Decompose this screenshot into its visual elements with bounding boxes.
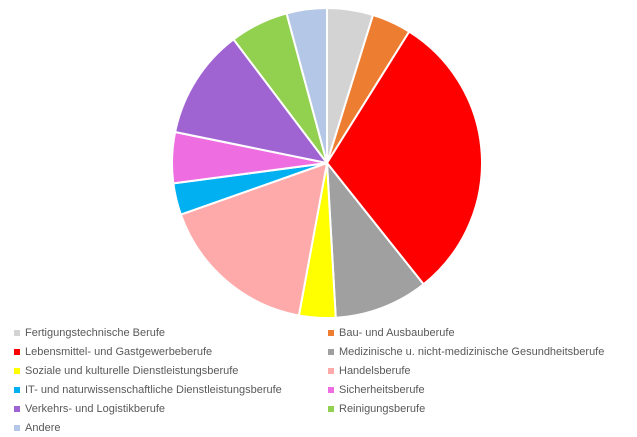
legend-swatch [328, 405, 334, 412]
legend-item: IT- und naturwissenschaftliche Dienstlei… [14, 380, 328, 399]
legend-label: Fertigungstechnische Berufe [25, 326, 166, 339]
legend-swatch [328, 348, 334, 355]
legend-swatch [14, 424, 20, 431]
legend-swatch [328, 367, 334, 374]
legend-item: Fertigungstechnische Berufe [14, 323, 328, 342]
legend-label: Lebensmittel- und Gastgewerbeberufe [25, 345, 213, 358]
legend-item: Soziale und kulturelle Dienstleistungsbe… [14, 361, 328, 380]
pie-slice-5 [179, 161, 329, 317]
legend-item: Medizinische u. nicht-medizinische Gesun… [328, 342, 637, 361]
legend-item: Andere [14, 418, 328, 437]
legend-swatch [14, 348, 20, 355]
pie-slice-2 [325, 30, 483, 286]
legend-label: Soziale und kulturelle Dienstleistungsbe… [25, 364, 239, 377]
legend-label: Sicherheitsberufe [339, 383, 425, 396]
legend-swatch [14, 386, 20, 393]
legend-item: Verkehrs- und Logistikberufe [14, 399, 328, 418]
legend-item: Reinigungsberufe [328, 399, 637, 418]
pie-slice-10 [285, 6, 328, 164]
legend-label: Andere [25, 421, 61, 434]
legend-swatch [328, 329, 334, 336]
legend-item: Lebensmittel- und Gastgewerbeberufe [14, 342, 328, 361]
pie-slice-8 [173, 37, 330, 165]
pie-slice-3 [325, 159, 425, 319]
legend-item: Sicherheitsberufe [328, 380, 637, 399]
pie-plot [171, 6, 483, 319]
legend-item: Bau- und Ausbauberufe [328, 323, 637, 342]
legend-label: Bau- und Ausbauberufe [339, 326, 455, 339]
legend-swatch [14, 329, 20, 336]
chart-legend: Fertigungstechnische Berufe Bau- und Ausb… [14, 323, 637, 437]
legend-label: IT- und naturwissenschaftliche Dienstlei… [25, 383, 282, 396]
legend-swatch [14, 367, 20, 374]
legend-label: Verkehrs- und Logistikberufe [25, 402, 166, 415]
legend-label: Handelsberufe [339, 364, 411, 377]
legend-swatch [328, 386, 334, 393]
legend-label: Reinigungsberufe [339, 402, 426, 415]
legend-swatch [14, 405, 20, 412]
legend-item: Handelsberufe [328, 361, 637, 380]
legend-label: Medizinische u. nicht-medizinische Gesun… [339, 345, 605, 358]
